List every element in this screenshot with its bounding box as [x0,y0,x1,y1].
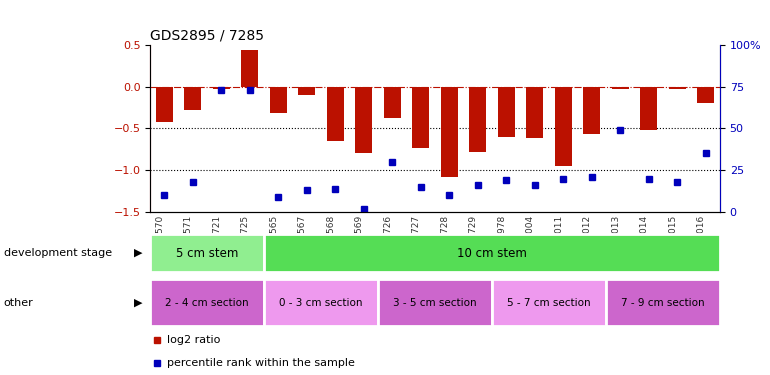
Bar [554,87,572,166]
Bar [150,279,264,326]
Bar [355,87,373,153]
Bar [697,87,715,104]
Bar [298,87,316,95]
Bar [383,87,401,118]
Text: other: other [4,298,34,308]
Text: 2 - 4 cm section: 2 - 4 cm section [166,298,249,308]
Bar [668,87,686,89]
Bar [378,279,492,326]
Bar [640,87,658,130]
Text: GDS2895 / 7285: GDS2895 / 7285 [150,28,264,42]
Bar [583,87,601,134]
Text: development stage: development stage [4,248,112,258]
Bar [492,279,606,326]
Bar [264,234,720,272]
Text: 10 cm stem: 10 cm stem [457,247,527,259]
Bar [150,234,264,272]
Bar [606,279,720,326]
Bar [156,87,173,122]
Text: log2 ratio: log2 ratio [167,335,221,345]
Bar [497,87,515,137]
Bar [270,87,287,113]
Bar [440,87,458,177]
Text: 7 - 9 cm section: 7 - 9 cm section [621,298,705,308]
Bar [326,87,344,141]
Text: 3 - 5 cm section: 3 - 5 cm section [393,298,477,308]
Bar [213,87,230,89]
Text: 5 cm stem: 5 cm stem [176,247,239,259]
Text: 0 - 3 cm section: 0 - 3 cm section [280,298,363,308]
Bar [184,87,202,110]
Bar [412,87,430,148]
Bar [241,50,259,87]
Text: percentile rank within the sample: percentile rank within the sample [167,358,355,368]
Bar [469,87,487,152]
Bar [264,279,378,326]
Bar [526,87,544,138]
Bar [611,87,629,89]
Text: 5 - 7 cm section: 5 - 7 cm section [507,298,591,308]
Text: ▶: ▶ [134,298,142,308]
Text: ▶: ▶ [134,248,142,258]
